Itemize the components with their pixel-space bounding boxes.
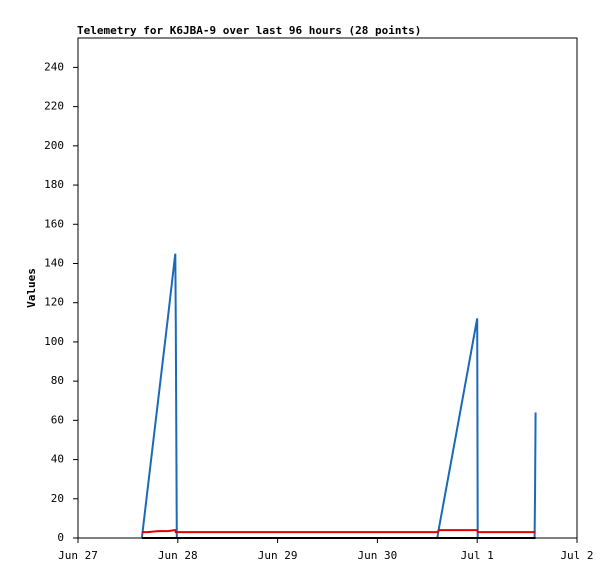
y-axis-label: Values xyxy=(25,268,38,308)
series-line xyxy=(141,529,536,534)
y-tick-label: 0 xyxy=(57,531,64,544)
y-tick-label: 100 xyxy=(44,335,64,348)
y-tick-label: 120 xyxy=(44,296,64,309)
x-tick-label: Jun 28 xyxy=(158,549,198,562)
y-tick-label: 240 xyxy=(44,60,64,73)
y-tick-label: 40 xyxy=(51,453,64,466)
y-tick-label: 160 xyxy=(44,217,64,230)
plot-frame xyxy=(77,37,578,539)
y-tick-label: 60 xyxy=(51,413,64,426)
y-tick-label: 220 xyxy=(44,100,64,113)
x-tick-label: Jun 29 xyxy=(258,549,298,562)
y-tick-label: 140 xyxy=(44,256,64,269)
y-tick-label: 20 xyxy=(51,492,64,505)
x-tick-label: Jul 2 xyxy=(560,549,593,562)
series-line xyxy=(140,253,537,539)
x-tick-label: Jun 30 xyxy=(358,549,398,562)
x-tick-label: Jun 27 xyxy=(58,549,98,562)
x-tick-label: Jul 1 xyxy=(461,549,494,562)
y-tick-label: 80 xyxy=(51,374,64,387)
y-tick-label: 200 xyxy=(44,139,64,152)
y-tick-label: 180 xyxy=(44,178,64,191)
chart-title: Telemetry for K6JBA-9 over last 96 hours… xyxy=(77,24,421,37)
